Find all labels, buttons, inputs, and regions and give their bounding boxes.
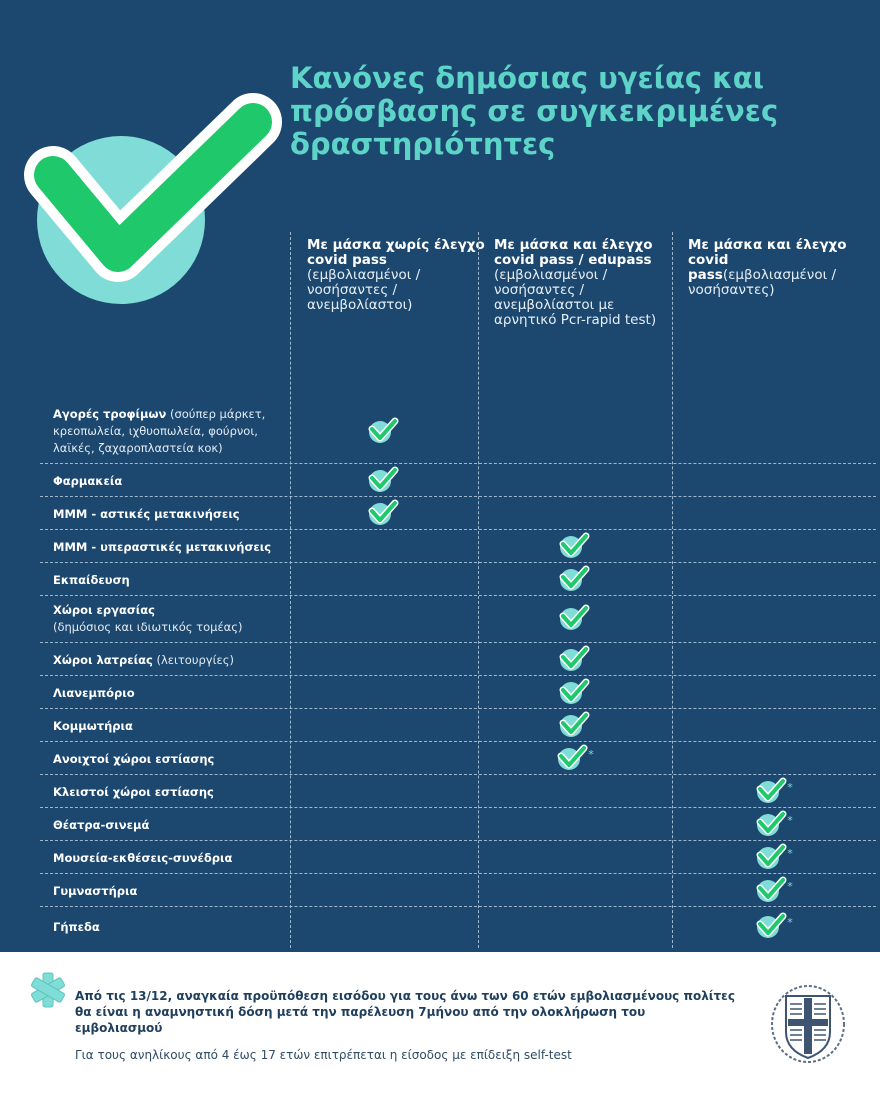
table-row: Εκπαίδευση xyxy=(40,563,876,596)
activity-label: Χώροι λατρείας (λειτουργίες) xyxy=(53,652,234,667)
check-icon xyxy=(367,464,401,498)
activity-label: Γήπεδα xyxy=(53,919,100,934)
cell-column-3: * xyxy=(672,808,876,842)
activity-label: Κομμωτήρια xyxy=(53,718,133,733)
check-icon xyxy=(558,563,592,597)
table-row: Κλειστοί χώροι εστίασης * xyxy=(40,775,876,808)
column-divider xyxy=(478,232,479,948)
cell-column-2 xyxy=(478,709,672,743)
cell-column-2 xyxy=(478,602,672,636)
asterisk-mark: * xyxy=(787,780,793,794)
cell-column-3: * xyxy=(672,775,876,809)
activity-label: Λιανεμπόριο xyxy=(53,685,135,700)
check-icon xyxy=(755,808,789,842)
large-checkmark-icon xyxy=(24,93,282,304)
activity-label: Γυμναστήρια xyxy=(53,883,138,898)
cell-column-2 xyxy=(478,530,672,564)
table-row: Λιανεμπόριο xyxy=(40,676,876,709)
column-header-mask-pass-edupass: Με μάσκα και έλεγχο covid pass / edupass… xyxy=(494,237,657,328)
table-row: Φαρμακεία xyxy=(40,464,876,497)
cell-column-3: * xyxy=(672,874,876,908)
table-row: Μουσεία-εκθέσεις-συνέδρια * xyxy=(40,841,876,874)
check-icon xyxy=(558,643,592,677)
check-icon xyxy=(367,497,401,531)
page-title: Κανόνες δημόσιας υγείας και πρόσβασης σε… xyxy=(290,61,779,161)
table-row: Θέατρα-σινεμά * xyxy=(40,808,876,841)
check-icon xyxy=(755,775,789,809)
check-icon xyxy=(558,530,592,564)
asterisk-mark: * xyxy=(588,747,594,761)
check-icon xyxy=(755,910,789,944)
check-icon xyxy=(755,874,789,908)
activity-label: Κλειστοί χώροι εστίασης xyxy=(53,784,214,799)
check-icon xyxy=(367,415,401,449)
check-icon xyxy=(755,841,789,875)
table-row: Γυμναστήρια * xyxy=(40,874,876,907)
check-icon xyxy=(558,602,592,636)
cell-column-2: * xyxy=(478,742,672,776)
column-divider xyxy=(672,232,673,948)
table-row: Χώροι εργασίας (δημόσιος και ιδιωτικός το… xyxy=(40,596,876,643)
activity-label: Εκπαίδευση xyxy=(53,572,130,587)
activity-label: Ανοιχτοί χώροι εστίασης xyxy=(53,751,215,766)
cell-column-3: * xyxy=(672,910,876,944)
cell-column-1 xyxy=(290,497,478,531)
table-row: Γήπεδα * xyxy=(40,907,876,947)
greek-coat-of-arms-logo xyxy=(771,985,845,1063)
activity-label: Φαρμακεία xyxy=(53,473,123,488)
cell-column-2 xyxy=(478,563,672,597)
table-row: Χώροι λατρείας (λειτουργίες) xyxy=(40,643,876,676)
activity-label: ΜΜΜ - υπεραστικές μετακινήσεις xyxy=(53,539,272,554)
activity-label: Χώροι εργασίας (δημόσιος και ιδιωτικός το… xyxy=(53,603,243,634)
table-row: Αγορές τροφίμων (σούπερ μάρκετ, κρεοπωλε… xyxy=(40,400,876,464)
check-icon xyxy=(558,676,592,710)
activities-table: Αγορές τροφίμων (σούπερ μάρκετ, κρεοπωλε… xyxy=(40,400,876,947)
activity-label: Μουσεία-εκθέσεις-συνέδρια xyxy=(53,850,233,865)
asterisk-icon xyxy=(31,972,65,1008)
column-header-mask-no-pass: Με μάσκα χωρίς έλεγχο covid pass (εμβολι… xyxy=(307,237,485,313)
minors-self-test-note: Για τους ανηλίκους από 4 έως 17 ετών επι… xyxy=(75,1048,572,1062)
table-row: ΜΜΜ - αστικές μετακινήσεις xyxy=(40,497,876,530)
cell-column-3: * xyxy=(672,841,876,875)
cell-column-2 xyxy=(478,643,672,677)
column-divider xyxy=(290,232,291,948)
check-icon xyxy=(556,742,590,776)
cell-column-2 xyxy=(478,676,672,710)
cell-column-1 xyxy=(290,464,478,498)
asterisk-mark: * xyxy=(787,879,793,893)
activity-label: ΜΜΜ - αστικές μετακινήσεις xyxy=(53,506,240,521)
cell-column-1 xyxy=(290,415,478,449)
asterisk-mark: * xyxy=(787,846,793,860)
activity-label: Αγορές τροφίμων (σούπερ μάρκετ, κρεοπωλε… xyxy=(53,407,266,455)
table-row: Ανοιχτοί χώροι εστίασης * xyxy=(40,742,876,775)
activity-label: Θέατρα-σινεμά xyxy=(53,817,150,832)
table-row: Κομμωτήρια xyxy=(40,709,876,742)
asterisk-mark: * xyxy=(787,915,793,929)
booster-dose-note: Από τις 13/12, αναγκαία προϋπόθεση εισόδ… xyxy=(75,989,735,1035)
check-icon xyxy=(558,709,592,743)
footer-notes: Από τις 13/12, αναγκαία προϋπόθεση εισόδ… xyxy=(0,952,880,1100)
table-row: ΜΜΜ - υπεραστικές μετακινήσεις xyxy=(40,530,876,563)
column-header-mask-pass: Με μάσκα και έλεγχο covid pass(εμβολιασμ… xyxy=(688,237,847,298)
asterisk-mark: * xyxy=(787,813,793,827)
